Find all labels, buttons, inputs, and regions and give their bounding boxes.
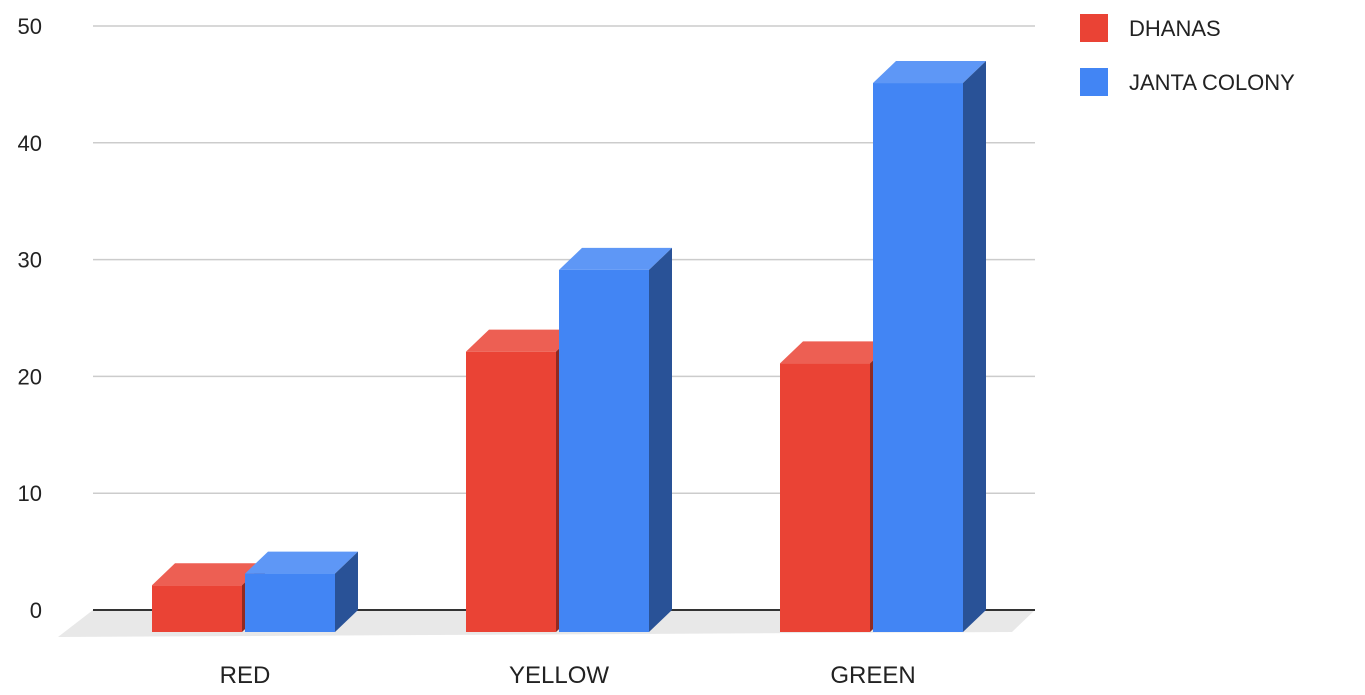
bar-front-face bbox=[873, 83, 963, 633]
bar-top-face bbox=[152, 563, 265, 586]
bars bbox=[152, 61, 986, 633]
bar-front-face bbox=[559, 269, 649, 632]
bar-top-face bbox=[780, 341, 893, 364]
y-tick-label: 40 bbox=[18, 131, 42, 156]
y-axis-ticks: 0 10 20 30 40 50 bbox=[18, 14, 42, 623]
legend-label: JANTA COLONY bbox=[1129, 70, 1295, 95]
bar-front-face bbox=[152, 585, 242, 632]
bar-side-face bbox=[335, 551, 358, 632]
x-category-label: YELLOW bbox=[509, 662, 609, 689]
bar-top-face bbox=[873, 61, 986, 84]
x-category-label: RED bbox=[220, 662, 271, 689]
y-tick-label: 0 bbox=[30, 598, 42, 623]
y-tick-label: 10 bbox=[18, 481, 42, 506]
legend-swatch bbox=[1080, 68, 1108, 96]
legend-label: DHANAS bbox=[1129, 16, 1221, 41]
y-tick-label: 30 bbox=[18, 248, 42, 273]
bar-front-face bbox=[466, 351, 556, 632]
bar-top-face bbox=[559, 247, 672, 270]
bar-side-face bbox=[649, 247, 672, 633]
legend: DHANAS JANTA COLONY bbox=[1080, 14, 1295, 96]
bar-front-face bbox=[780, 363, 870, 632]
x-category-label: GREEN bbox=[830, 662, 915, 689]
bar-top-face bbox=[466, 329, 579, 352]
x-axis-labels: RED YELLOW GREEN bbox=[220, 662, 916, 689]
legend-swatch bbox=[1080, 14, 1108, 42]
y-tick-label: 50 bbox=[18, 14, 42, 39]
bar-side-face bbox=[963, 61, 986, 633]
y-tick-label: 20 bbox=[18, 364, 42, 389]
bar bbox=[559, 247, 672, 633]
bar bbox=[873, 61, 986, 633]
bar-front-face bbox=[245, 573, 335, 632]
bar-top-face bbox=[245, 551, 358, 574]
bar bbox=[245, 551, 358, 632]
